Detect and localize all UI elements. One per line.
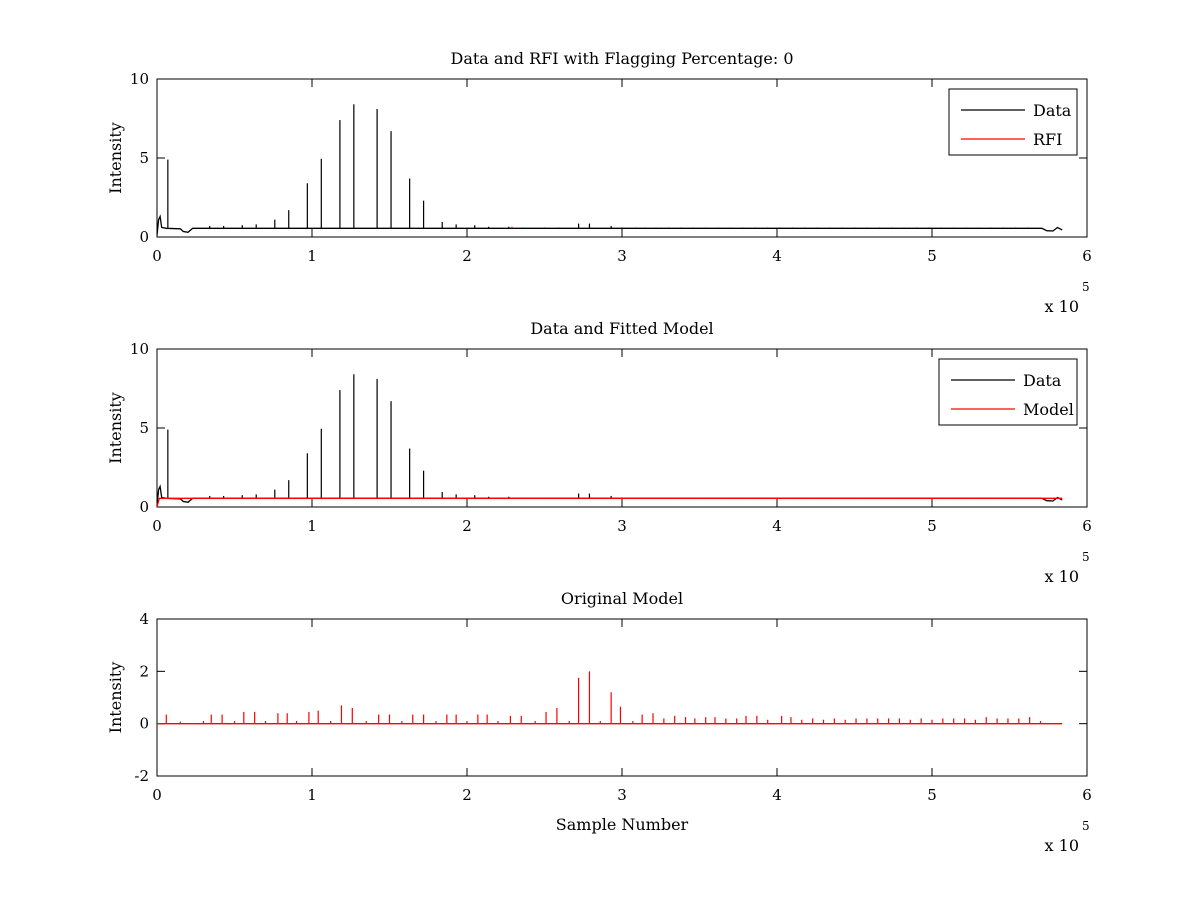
legend: Data Model (938, 358, 1078, 426)
x-axis-label: Sample Number (556, 815, 689, 834)
plot-area (157, 104, 1063, 236)
axes-box (156, 78, 1088, 238)
x-tick-label: 4 (772, 786, 782, 804)
chart-title: Data and RFI with Flagging Percentage: 0 (450, 49, 793, 68)
x-tick-label: 4 (772, 247, 782, 265)
x-tick-label: 6 (1082, 517, 1092, 535)
panel-2: 0 1 2 3 4 5 6 0 5 10 Data and Fitted Model Intensit… (106, 319, 1092, 586)
plot-area (157, 671, 1063, 725)
x-tick-label: 5 (927, 247, 937, 265)
x-exponent-power: 5 (1082, 280, 1090, 294)
x-tick-label: 5 (927, 786, 937, 804)
series-model (157, 497, 1063, 507)
y-tick-label: 0 (139, 498, 149, 516)
x-tick-label: 2 (462, 786, 472, 804)
series-model (157, 671, 1063, 725)
series-data (157, 374, 1063, 506)
x-tick-label: 5 (927, 517, 937, 535)
y-tick-label: 0 (139, 228, 149, 246)
x-tick-label: 0 (152, 247, 162, 265)
legend-label: Model (1023, 400, 1074, 419)
x-tick-label: 0 (152, 786, 162, 804)
x-tick-label: 1 (307, 786, 317, 804)
axes-box (156, 618, 1088, 777)
y-axis-label: Intensity (106, 392, 125, 464)
chart-title: Original Model (561, 589, 683, 608)
x-exponent-power: 5 (1082, 550, 1090, 564)
x-tick-label: 2 (462, 517, 472, 535)
y-tick-label: 10 (130, 340, 149, 358)
legend-box (938, 358, 1078, 426)
legend-label: Data (1023, 371, 1062, 390)
series-line (157, 214, 1063, 236)
y-tick-label: 0 (139, 715, 149, 733)
legend-box (948, 88, 1078, 156)
x-exponent-base: x 10 (1045, 567, 1079, 586)
plot-area (157, 374, 1063, 507)
x-exponent-power: 5 (1082, 819, 1090, 833)
y-tick-label: 5 (139, 419, 149, 437)
x-exponent-base: x 10 (1045, 836, 1079, 855)
x-tick-label: 3 (617, 786, 627, 804)
x-tick-label: 3 (617, 247, 627, 265)
legend: Data RFI (948, 88, 1078, 156)
y-tick-label: 4 (139, 610, 149, 628)
x-tick-label: 1 (307, 247, 317, 265)
y-tick-label: 10 (130, 70, 149, 88)
legend-label: RFI (1033, 130, 1062, 149)
series-data (157, 104, 1063, 236)
x-tick-label: 6 (1082, 786, 1092, 804)
chart-title: Data and Fitted Model (530, 319, 713, 338)
x-tick-label: 4 (772, 517, 782, 535)
panel-1: 0 1 2 3 4 5 6 0 5 10 Data and RFI with Flagging Pe… (106, 49, 1092, 316)
y-axis-label: Intensity (106, 662, 125, 734)
series-line (157, 497, 1063, 507)
legend-label: Data (1033, 101, 1072, 120)
y-tick-label: -2 (134, 767, 149, 785)
y-tick-label: 5 (139, 149, 149, 167)
x-tick-label: 0 (152, 517, 162, 535)
x-tick-label: 6 (1082, 247, 1092, 265)
x-exponent-base: x 10 (1045, 297, 1079, 316)
y-axis-label: Intensity (106, 122, 125, 194)
x-tick-label: 1 (307, 517, 317, 535)
x-tick-label: 3 (617, 517, 627, 535)
x-tick-label: 2 (462, 247, 472, 265)
y-tick-label: 2 (139, 662, 149, 680)
series-line (157, 484, 1063, 506)
